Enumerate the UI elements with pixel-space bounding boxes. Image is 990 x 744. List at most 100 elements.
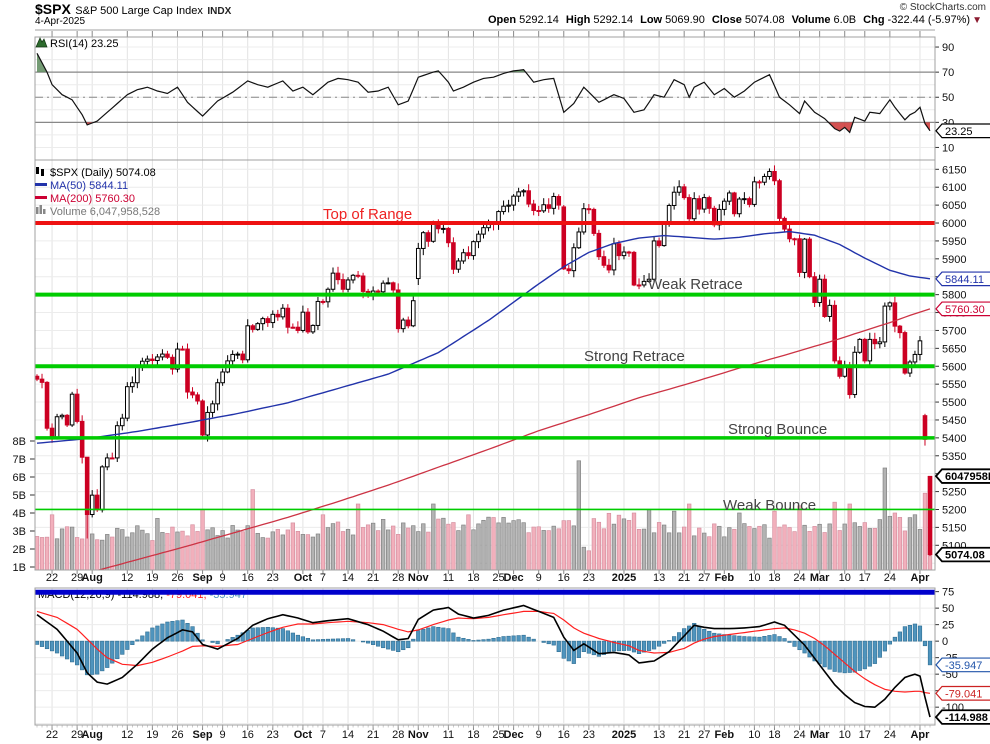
svg-text:2B: 2B (13, 544, 26, 556)
svg-text:75: 75 (942, 587, 954, 599)
svg-text:10: 10 (748, 729, 760, 741)
exchange-label: INDX (207, 6, 232, 17)
svg-text:9: 9 (536, 572, 542, 584)
svg-text:18: 18 (467, 729, 479, 741)
svg-text:5700: 5700 (942, 325, 966, 337)
svg-text:70: 70 (942, 67, 954, 79)
svg-text:10: 10 (839, 729, 851, 741)
overlay-label-top-of-range: Top of Range (323, 206, 412, 223)
macd-line (36, 604, 931, 718)
svg-text:23: 23 (267, 572, 279, 584)
svg-text:18: 18 (768, 572, 780, 584)
svg-text:24: 24 (793, 729, 805, 741)
ma50-line (36, 230, 931, 444)
svg-text:6B: 6B (13, 472, 26, 484)
svg-text:5400: 5400 (942, 433, 966, 445)
price-panel: Top of Range Weak Retrace Strong Retrace St… (35, 165, 935, 570)
callout-5844.11: 5844.11 (945, 274, 984, 286)
svg-text:22: 22 (46, 729, 58, 741)
quote-label-chg: Chg (863, 14, 885, 26)
overlay-label-weak-bounce: Weak Bounce (723, 497, 816, 514)
svg-text:6050: 6050 (942, 200, 966, 212)
chart-date: 4-Apr-2025 (35, 16, 86, 27)
ma200-line (96, 308, 931, 570)
quote-label-low: Low (640, 14, 663, 26)
svg-text:Feb: Feb (715, 572, 735, 584)
svg-text:6150: 6150 (942, 164, 966, 176)
svg-text:6000: 6000 (942, 218, 966, 230)
stockcharts-credit: © StockCharts.com (899, 2, 986, 13)
callout-23.25: 23.25 (945, 126, 973, 138)
svg-text:5B: 5B (13, 490, 26, 502)
svg-text:10: 10 (748, 572, 760, 584)
svg-text:8B: 8B (13, 436, 26, 448)
svg-text:Nov: Nov (408, 729, 430, 741)
price-legend-item-0: $SPX (Daily) 5074.08 (50, 167, 156, 179)
overlay-label-strong-bounce: Strong Bounce (728, 421, 827, 438)
svg-text:14: 14 (342, 572, 354, 584)
svg-text:24: 24 (793, 572, 805, 584)
svg-text:13: 13 (653, 729, 665, 741)
panel-border (34, 587, 936, 726)
svg-text:21: 21 (678, 572, 690, 584)
quote-label-volume: Volume (791, 14, 831, 26)
svg-text:9: 9 (536, 729, 542, 741)
svg-text:Aug: Aug (81, 572, 102, 584)
svg-text:Dec: Dec (504, 729, 524, 741)
svg-text:21: 21 (367, 729, 379, 741)
overlay-label-weak-retrace: Weak Retrace (648, 276, 743, 293)
svg-text:50: 50 (942, 92, 954, 104)
svg-text:9: 9 (220, 572, 226, 584)
svg-text:17: 17 (859, 729, 871, 741)
svg-text:5800: 5800 (942, 290, 966, 302)
price-legend-item-1: MA(50) 5844.11 (50, 180, 128, 192)
macd-panel: MACD(12,26,9) -114.988, -79.041, -35.947 (35, 589, 935, 718)
svg-text:16: 16 (242, 572, 254, 584)
svg-text:1B: 1B (13, 562, 26, 574)
callout-5074.08: 5074.08 (945, 550, 985, 562)
symbol: $SPX (35, 1, 71, 17)
svg-text:25: 25 (492, 572, 504, 584)
quote-label-close: Close (711, 14, 742, 26)
svg-text:Oct: Oct (294, 729, 313, 741)
svg-text:21: 21 (367, 572, 379, 584)
chg-down-arrow-icon: ▼ (972, 15, 982, 26)
svg-text:18: 18 (467, 572, 479, 584)
svg-text:5450: 5450 (942, 415, 966, 427)
svg-text:25: 25 (942, 620, 954, 632)
svg-text:Dec: Dec (504, 572, 524, 584)
svg-text:Mar: Mar (810, 572, 830, 584)
index-name: S&P 500 Large Cap Index (75, 5, 203, 17)
svg-text:0: 0 (942, 636, 948, 648)
callout--35.947: -35.947 (945, 660, 982, 672)
svg-text:29: 29 (71, 572, 83, 584)
svg-text:7: 7 (320, 572, 326, 584)
svg-text:5150: 5150 (942, 522, 966, 534)
svg-text:Sep: Sep (192, 572, 212, 584)
svg-text:16: 16 (242, 729, 254, 741)
svg-text:21: 21 (678, 729, 690, 741)
svg-text:5650: 5650 (942, 343, 966, 355)
svg-text:23: 23 (583, 729, 595, 741)
svg-text:12: 12 (121, 729, 133, 741)
svg-text:90: 90 (942, 42, 954, 54)
svg-text:Aug: Aug (81, 729, 102, 741)
quote-label-high: High (565, 14, 591, 26)
callout-5760.30: 5760.30 (945, 304, 985, 316)
svg-text:2025: 2025 (612, 572, 636, 584)
svg-text:16: 16 (558, 729, 570, 741)
axis-callouts: 23.25 5844.11 5760.30 5074.08 6047958B -35.94… (934, 123, 990, 725)
svg-text:19: 19 (146, 729, 158, 741)
svg-text:Feb: Feb (715, 729, 735, 741)
panel-border (34, 159, 936, 571)
svg-text:22: 22 (46, 572, 58, 584)
svg-text:29: 29 (71, 729, 83, 741)
svg-text:5350: 5350 (942, 451, 966, 463)
svg-text:28: 28 (392, 729, 404, 741)
svg-text:50: 50 (942, 603, 954, 615)
svg-text:12: 12 (121, 572, 133, 584)
axes: 6150610060506000595059005850580057505700… (13, 29, 966, 741)
svg-text:10: 10 (839, 572, 851, 584)
svg-text:24: 24 (884, 572, 896, 584)
